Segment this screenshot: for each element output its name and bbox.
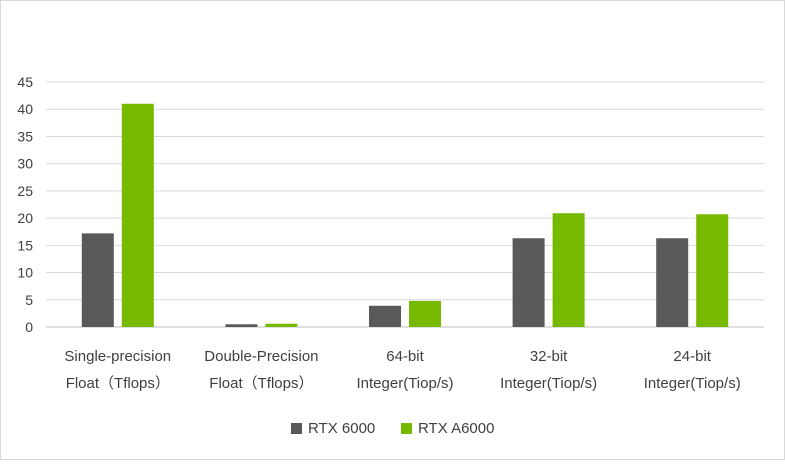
x-category-label: Integer(Tiop/s) bbox=[357, 375, 454, 392]
bar-rtx-a6000 bbox=[552, 213, 585, 327]
x-category-label: Integer(Tiop/s) bbox=[644, 375, 741, 392]
bar-rtx-6000 bbox=[512, 238, 545, 327]
legend: RTX 6000 RTX A6000 bbox=[291, 420, 494, 437]
legend-swatch bbox=[401, 423, 412, 434]
legend-label: RTX 6000 bbox=[308, 420, 375, 437]
x-category-label: Double-Precision bbox=[204, 348, 318, 365]
legend-label: RTX A6000 bbox=[418, 420, 494, 437]
y-tick-label: 5 bbox=[25, 292, 33, 308]
y-tick-label: 45 bbox=[17, 74, 33, 90]
x-category-label: Float（Tflops） bbox=[209, 375, 313, 392]
x-category-label: Single-precision bbox=[64, 348, 171, 365]
y-tick-label: 25 bbox=[17, 183, 33, 199]
bar-rtx-a6000 bbox=[696, 214, 729, 327]
y-tick-label: 35 bbox=[17, 128, 33, 144]
y-tick-label: 15 bbox=[17, 237, 33, 253]
x-category-label: Integer(Tiop/s) bbox=[500, 375, 597, 392]
bar-rtx-6000 bbox=[369, 305, 401, 327]
x-axis-category-labels: Single-precision Float（Tflops） Double-Prec… bbox=[64, 348, 740, 392]
y-tick-label: 20 bbox=[17, 210, 33, 226]
legend-item: RTX 6000 bbox=[291, 420, 375, 437]
legend-item: RTX A6000 bbox=[401, 420, 494, 437]
y-axis-tick-labels: 0 5 10 15 20 25 30 35 40 45 bbox=[17, 74, 33, 335]
y-tick-label: 0 bbox=[25, 319, 33, 335]
x-category-label: Float（Tflops） bbox=[66, 375, 170, 392]
y-tick-label: 30 bbox=[17, 156, 33, 172]
x-category-label: 32-bit bbox=[530, 348, 568, 365]
x-category-label: 24-bit bbox=[673, 348, 711, 365]
bars bbox=[81, 103, 729, 328]
x-category-label: 64-bit bbox=[386, 348, 424, 365]
bar-rtx-6000 bbox=[225, 324, 258, 327]
bar-rtx-6000 bbox=[81, 233, 114, 327]
grid-lines bbox=[46, 81, 764, 328]
bar-rtx-a6000 bbox=[265, 323, 298, 327]
y-tick-label: 40 bbox=[17, 101, 33, 117]
bar-rtx-6000 bbox=[656, 238, 689, 327]
bar-rtx-a6000 bbox=[409, 300, 441, 327]
legend-swatch bbox=[291, 423, 302, 434]
y-tick-label: 10 bbox=[17, 265, 33, 281]
bar-rtx-a6000 bbox=[121, 103, 154, 328]
